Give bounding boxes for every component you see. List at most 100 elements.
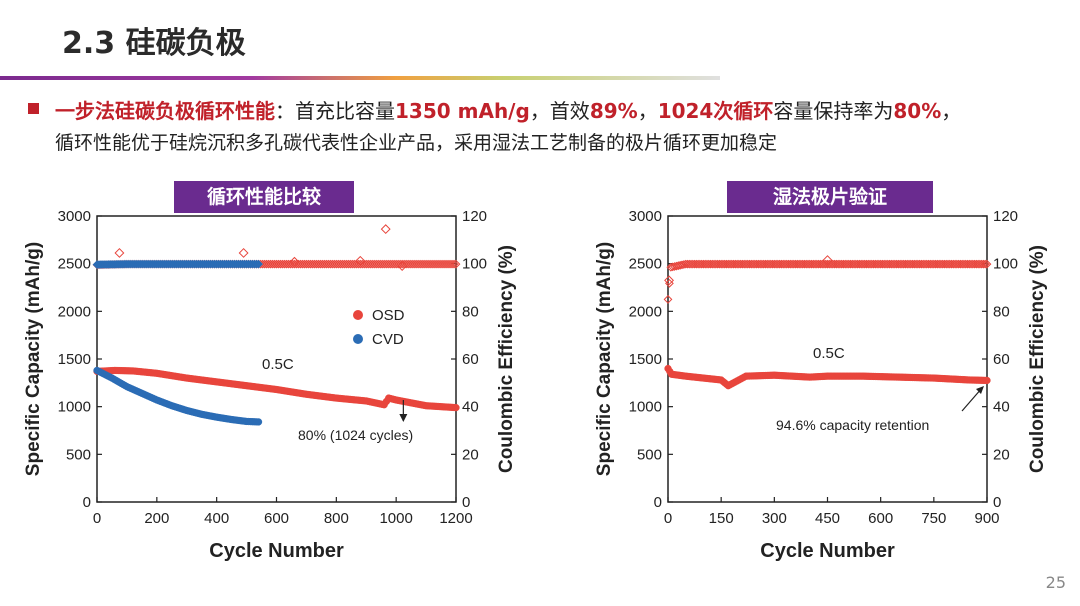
y-tick-label: 1500	[58, 351, 91, 368]
series-osd-efficiency	[663, 255, 992, 304]
data-point	[672, 261, 681, 271]
bullet-line-2: 循环性能优于硅烷沉积多孔碳代表性企业产品，采用湿法工艺制备的极片循环更加稳定	[55, 132, 778, 154]
y2-tick-label: 20	[462, 446, 479, 463]
y-tick-label: 2500	[629, 256, 662, 273]
data-point-outlier	[289, 256, 300, 267]
y-tick-label: 1500	[629, 351, 662, 368]
data-point	[451, 259, 461, 269]
data-point-outlier	[355, 255, 366, 266]
x-tick-label: 0	[93, 510, 101, 527]
chart-cycling-comparison: 0 200 400 600 800 1000 12000500100015002000250…	[23, 208, 517, 562]
annotation-retention: 80% (1024 cycles)	[298, 427, 413, 443]
x-tick-label: 600	[264, 510, 289, 527]
y2-tick-label: 20	[993, 446, 1010, 463]
data-point-outlier	[238, 247, 249, 258]
data-point	[666, 262, 676, 272]
y2-tick-label: 120	[993, 208, 1018, 225]
x-tick-label: 750	[921, 510, 946, 527]
y2-tick-label: 100	[993, 256, 1018, 273]
x-tick-label: 400	[204, 510, 229, 527]
data-point	[675, 260, 685, 270]
x-tick-label: 800	[324, 510, 349, 527]
series-osd-capacity	[664, 364, 991, 390]
data-point-outlier	[822, 255, 833, 266]
series-osd-capacity	[93, 366, 460, 412]
y2-tick-label: 120	[462, 208, 487, 225]
x-tick-label: 900	[974, 510, 999, 527]
y-axis-label: Specific Capacity (mAh/g)	[23, 242, 44, 476]
annotation-arrow	[961, 387, 983, 412]
chart-wet-electrode: 0 150 300 450 600 750 900050010001500200025003…	[594, 208, 1048, 562]
x-axis-label: Cycle Number	[209, 540, 344, 562]
data-point	[452, 403, 460, 412]
y-tick-label: 2000	[629, 303, 662, 320]
bullet-segment: 89%	[589, 99, 638, 123]
data-point	[668, 262, 678, 272]
y-tick-label: 2500	[58, 256, 91, 273]
y2-axis-label: Coulombic Efficiency (%)	[496, 245, 517, 473]
y-tick-label: 3000	[58, 208, 91, 225]
data-point-outlier	[664, 275, 675, 286]
annotation-retention: 94.6% capacity retention	[776, 417, 929, 433]
y2-tick-label: 0	[993, 494, 1001, 511]
y-tick-label: 0	[83, 494, 91, 511]
data-point	[982, 259, 992, 269]
y2-axis-label: Coulombic Efficiency (%)	[1027, 245, 1048, 473]
y-tick-label: 500	[66, 446, 91, 463]
bullet-segment: 一步法硅碳负极循环性能	[55, 99, 275, 123]
bullet-line-1: 一步法硅碳负极循环性能：首充比容量1350 mAh/g，首效89%，1024次循…	[55, 95, 961, 124]
legend-label-osd: OSD	[372, 307, 405, 324]
legend-label-cvd: CVD	[372, 331, 404, 348]
y-tick-label: 1000	[58, 399, 91, 416]
data-point	[983, 376, 991, 385]
bullet-segment: ，	[941, 99, 962, 123]
data-point	[254, 418, 263, 426]
x-tick-label: 600	[868, 510, 893, 527]
y2-tick-label: 100	[462, 256, 487, 273]
data-point	[677, 260, 687, 270]
data-point	[254, 259, 263, 269]
y2-tick-label: 60	[993, 351, 1010, 368]
legend-marker-osd	[353, 310, 363, 320]
chart-2-title: 湿法极片验证	[727, 181, 933, 213]
annotation-arrowhead	[399, 414, 408, 422]
chart-1-title: 循环性能比较	[174, 181, 354, 213]
bullet-segment: ，	[637, 99, 658, 123]
bullet-segment: 80%	[893, 99, 942, 123]
title-divider	[0, 76, 720, 80]
bullet-segment: 容量保持率为	[773, 99, 894, 123]
bullet-segment: ，首效	[529, 99, 590, 123]
x-tick-label: 300	[762, 510, 787, 527]
data-point	[449, 259, 459, 269]
bullet-segment: ：首充比容量	[275, 99, 395, 123]
y2-tick-label: 80	[993, 303, 1010, 320]
y2-tick-label: 40	[462, 399, 479, 416]
legend-marker-cvd	[353, 334, 363, 344]
data-point	[663, 295, 673, 304]
annotation-rate: 0.5C	[262, 356, 294, 373]
y-tick-label: 1000	[629, 399, 662, 416]
page-number: 25	[1045, 573, 1066, 592]
annotation-arrowhead	[976, 386, 984, 394]
y-tick-label: 500	[637, 446, 662, 463]
y-tick-label: 3000	[629, 208, 662, 225]
data-point	[673, 261, 683, 271]
slide-title: 2.3 硅碳负极	[62, 26, 246, 61]
y2-tick-label: 0	[462, 494, 470, 511]
x-tick-label: 1000	[379, 510, 412, 527]
x-tick-label: 450	[815, 510, 840, 527]
data-point	[665, 278, 674, 288]
series-cvd-efficiency	[92, 259, 263, 270]
data-point	[670, 262, 679, 271]
y2-tick-label: 60	[462, 351, 479, 368]
data-point-outlier	[380, 224, 391, 235]
series-cvd-capacity	[93, 366, 263, 426]
y-tick-label: 0	[654, 494, 662, 511]
x-tick-label: 1200	[439, 510, 472, 527]
annotation-rate: 0.5C	[813, 345, 845, 362]
y-axis-label: Specific Capacity (mAh/g)	[594, 242, 615, 476]
y2-tick-label: 80	[462, 303, 479, 320]
bullet-marker	[28, 103, 39, 114]
y-tick-label: 2000	[58, 303, 91, 320]
bullet-segment: 1350 mAh/g	[395, 99, 530, 123]
